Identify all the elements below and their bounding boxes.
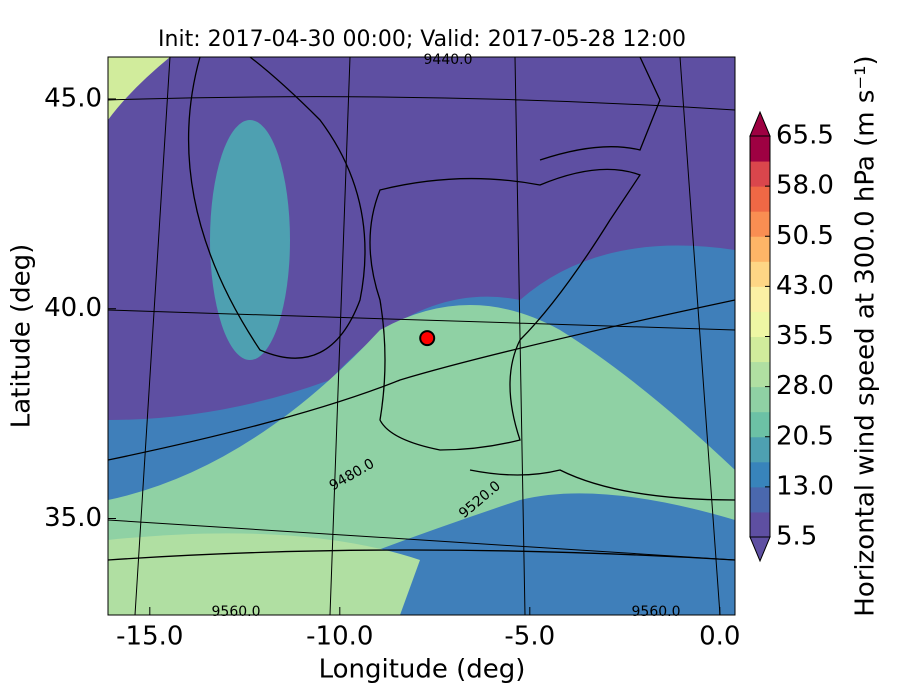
colorbar-level — [750, 236, 770, 262]
colorbar-level — [750, 186, 770, 212]
x-tick-label: -5.0 — [504, 622, 555, 652]
colorbar-level — [750, 486, 770, 513]
colorbar-level — [750, 286, 770, 312]
colorbar-tick-label: 13.0 — [776, 471, 834, 501]
field-high — [108, 57, 170, 120]
plot-frame — [107, 56, 736, 616]
contour-label: 9560.0 — [212, 604, 261, 620]
colorbar-tick-label: 28.0 — [776, 371, 834, 401]
x-tick-label: -10.0 — [306, 622, 373, 652]
colorbar-extend — [749, 536, 771, 563]
colorbar-level — [750, 311, 770, 337]
colorbar-level — [750, 336, 770, 363]
contour-label: 9440.0 — [424, 52, 473, 68]
colorbar-level — [750, 436, 770, 463]
colorbar-level — [750, 461, 770, 488]
colorbar-label: Horizontal wind speed at 300.0 hPa (m s⁻… — [851, 55, 881, 616]
colorbar-tick-label: 20.5 — [776, 421, 834, 451]
colorbar-level — [750, 136, 770, 162]
contour — [108, 57, 735, 561]
x-tick-label: 0.0 — [699, 622, 740, 652]
colorbar-level — [750, 386, 770, 413]
colorbar-tick-label: 58.0 — [776, 171, 834, 201]
coastline-iberia — [369, 168, 641, 451]
colorbar-tick-label: 65.5 — [776, 121, 834, 151]
colorbar-level — [750, 511, 770, 538]
contour-label: 9560.0 — [632, 604, 681, 620]
y-axis-label: Latitude (deg) — [7, 244, 37, 429]
wind-field — [108, 57, 735, 615]
colorbar-tick-label: 35.5 — [776, 321, 834, 351]
colorbar-level — [750, 411, 770, 438]
field-jet — [210, 120, 290, 360]
chart-title: Init: 2017-04-30 00:00; Valid: 2017-05-2… — [158, 27, 686, 52]
x-tick-label: -15.0 — [116, 622, 183, 652]
y-tick-label: 40.0 — [44, 293, 102, 323]
colorbar-extend — [749, 110, 771, 137]
y-tick-label: 45.0 — [44, 83, 102, 113]
colorbar-level — [750, 161, 770, 187]
field-jet-core — [108, 533, 420, 615]
colorbar-level — [750, 211, 770, 237]
colorbar-tick-label: 43.0 — [776, 271, 834, 301]
x-axis-label: Longitude (deg) — [319, 655, 526, 685]
location-marker — [419, 330, 436, 347]
colorbar-level — [750, 261, 770, 287]
coastline — [469, 57, 735, 501]
colorbar-tick-label: 5.5 — [776, 522, 817, 552]
colorbar-level — [750, 361, 770, 388]
y-tick-label: 35.0 — [44, 503, 102, 533]
colorbar-tick-label: 50.5 — [776, 221, 834, 251]
